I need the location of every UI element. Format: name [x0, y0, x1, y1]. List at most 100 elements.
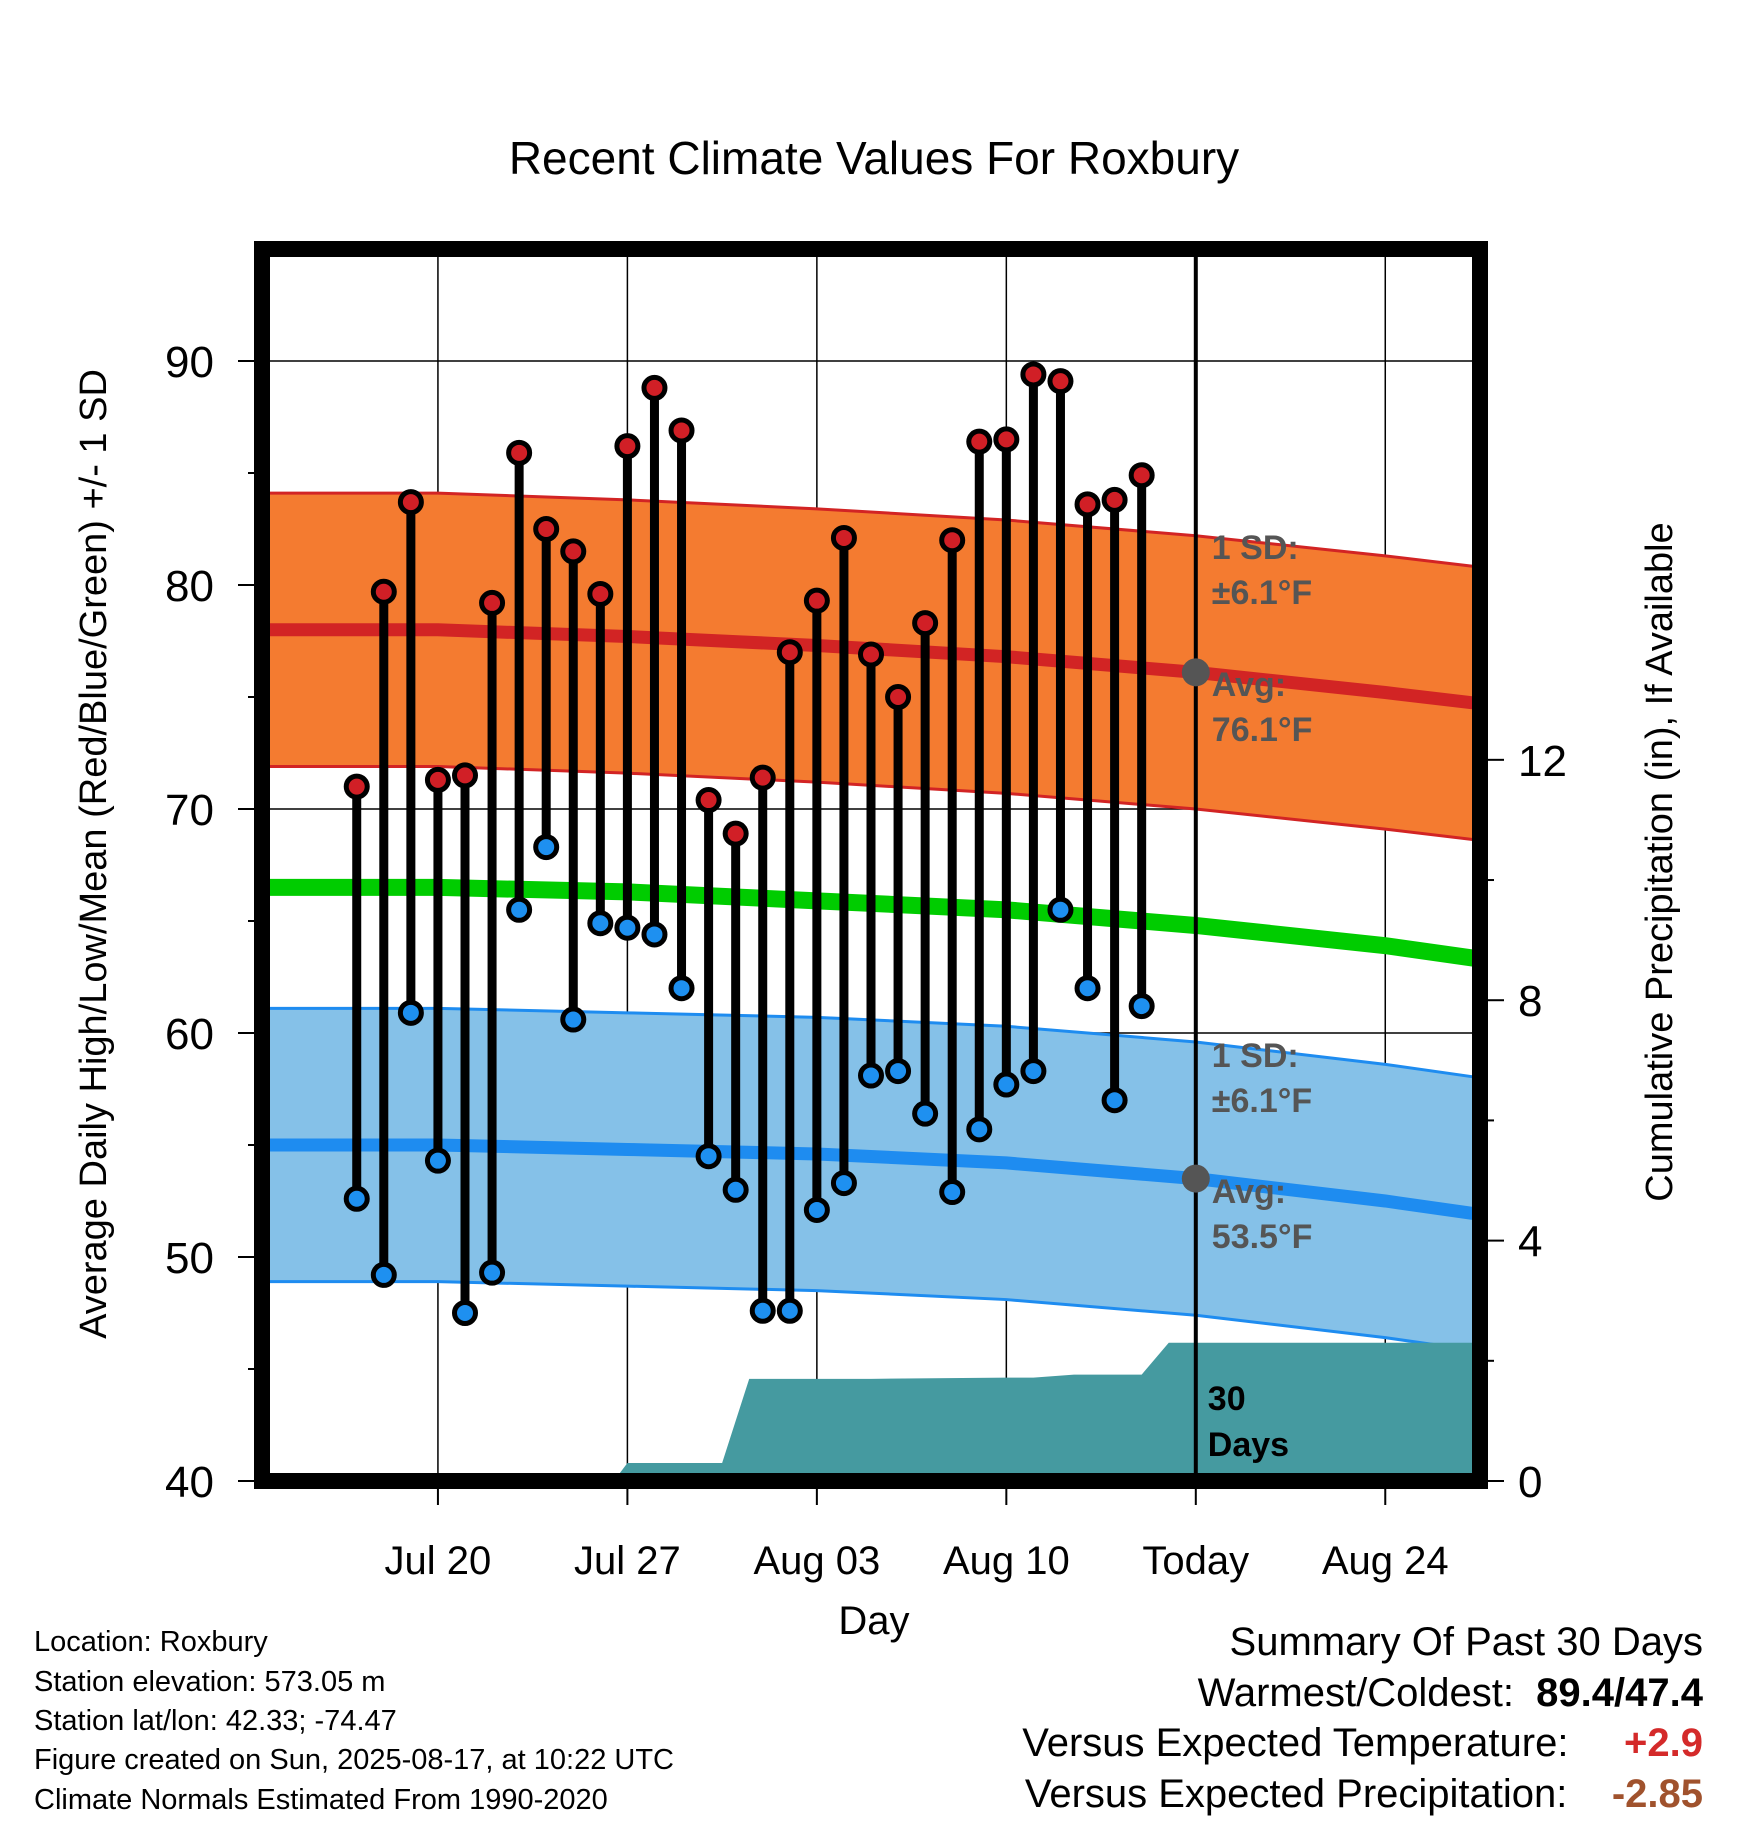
- daily-high-point: [776, 639, 803, 666]
- daily-low-point: [695, 1143, 722, 1170]
- summary-warm-cold-value: 89.4/47.4: [1536, 1671, 1703, 1715]
- daily-low-point: [776, 1297, 803, 1324]
- today-days-label: Days: [1208, 1426, 1289, 1464]
- daily-high-point: [560, 538, 587, 565]
- low-sd-label: 1 SD:: [1212, 1037, 1299, 1075]
- summary-precip-value: -2.85: [1611, 1772, 1703, 1816]
- daily-high-point: [587, 580, 614, 607]
- avg-high-line: [262, 623, 1481, 711]
- daily-high-point: [695, 787, 722, 814]
- daily-high-point: [533, 516, 560, 542]
- y2-tick-label: 8: [1518, 977, 1542, 1026]
- daily-low-point: [1128, 993, 1155, 1020]
- daily-low-point: [722, 1176, 749, 1203]
- daily-low-point: [452, 1300, 478, 1326]
- daily-high-point: [939, 527, 966, 554]
- daily-low-point: [830, 1170, 857, 1197]
- y-tick-label: 80: [165, 562, 214, 611]
- info-normals: Climate Normals Estimated From 1990-2020: [34, 1784, 608, 1816]
- low-sd-band: [262, 1008, 1480, 1352]
- daily-high-point: [397, 489, 424, 516]
- low-sd-band-lower-edge: [262, 1280, 1481, 1353]
- info-created: Figure created on Sun, 2025-08-17, at 10…: [34, 1744, 674, 1776]
- y2-tick-label: 12: [1518, 737, 1567, 786]
- daily-low-point: [587, 910, 614, 937]
- daily-low-point: [1074, 975, 1101, 1002]
- daily-low-point: [749, 1297, 776, 1324]
- x-tick-label: Jul 27: [574, 1539, 681, 1583]
- daily-high-point: [1047, 368, 1074, 395]
- info-latlon: Station lat/lon: 42.33; -74.47: [34, 1705, 397, 1737]
- daily-low-point: [993, 1071, 1020, 1098]
- daily-low-point: [966, 1116, 993, 1143]
- summary-temp-label: Versus Expected Temperature:: [1022, 1721, 1569, 1765]
- summary-precip: Versus Expected Precipitation: -2.85: [1025, 1772, 1703, 1817]
- x-tick-label: Aug 03: [753, 1539, 880, 1583]
- daily-high-point: [830, 524, 857, 551]
- daily-high-point: [885, 684, 912, 710]
- info-elevation: Station elevation: 573.05 m: [34, 1666, 386, 1698]
- info-location: Location: Roxbury: [34, 1626, 268, 1658]
- daily-low-point: [1047, 896, 1074, 923]
- daily-low-point: [912, 1100, 939, 1127]
- daily-high-point: [966, 428, 993, 455]
- precip-area: [262, 1342, 1480, 1481]
- high-avg-value: 76.1°F: [1212, 711, 1313, 749]
- x-tick-label: Today: [1142, 1539, 1249, 1583]
- daily-low-point: [1101, 1087, 1128, 1114]
- low-sd-band-upper-edge: [262, 1006, 1481, 1080]
- daily-low-point: [939, 1179, 966, 1206]
- summary-temp: Versus Expected Temperature: +2.9: [1022, 1721, 1703, 1766]
- daily-high-point: [722, 820, 749, 847]
- daily-high-point: [858, 641, 884, 668]
- daily-high-point: [993, 426, 1020, 453]
- y-tick-label: 90: [165, 338, 214, 387]
- daily-high-point: [912, 610, 939, 637]
- daily-high-point: [641, 374, 668, 401]
- plot-frame: [254, 241, 1488, 1489]
- chart-title: Recent Climate Values For Roxbury: [509, 132, 1239, 184]
- high-avg-label: Avg:: [1212, 666, 1286, 704]
- daily-low-point: [343, 1185, 370, 1212]
- daily-low-point: [370, 1261, 397, 1288]
- y-tick-label: 70: [165, 786, 214, 835]
- daily-high-point: [370, 578, 397, 605]
- daily-high-point: [1020, 361, 1047, 388]
- daily-low-point: [803, 1196, 830, 1223]
- daily-high-point: [803, 587, 830, 614]
- avg-low-line: [262, 1138, 1481, 1221]
- summary-warm-cold: Warmest/Coldest: 89.4/47.4: [1198, 1671, 1703, 1716]
- y-axis-label-left: Average Daily High/Low/Mean (Red/Blue/Gr…: [73, 369, 115, 1339]
- daily-high-point: [749, 764, 776, 791]
- high-sd-band-upper-edge: [262, 491, 1481, 569]
- daily-low-point: [479, 1259, 506, 1286]
- high-sd-label: 1 SD:: [1212, 529, 1299, 567]
- today-avg-low-marker: [1181, 1164, 1210, 1193]
- daily-high-point: [479, 589, 506, 616]
- x-axis-label: Day: [838, 1599, 909, 1643]
- today-avg-high-marker: [1181, 658, 1210, 687]
- y-tick-label: 60: [165, 1010, 214, 1059]
- daily-high-point: [1128, 462, 1155, 489]
- daily-high-point: [424, 766, 451, 793]
- daily-low-point: [397, 999, 424, 1026]
- daily-low-point: [641, 921, 668, 948]
- x-tick-label: Aug 24: [1322, 1539, 1449, 1583]
- daily-high-point: [1074, 491, 1101, 518]
- low-avg-label: Avg:: [1212, 1173, 1286, 1211]
- daily-low-point: [885, 1058, 912, 1085]
- daily-low-point: [1020, 1058, 1047, 1085]
- summary-precip-label: Versus Expected Precipitation:: [1024, 1772, 1568, 1816]
- high-sd-value: ±6.1°F: [1212, 574, 1312, 612]
- low-sd-value: ±6.1°F: [1212, 1082, 1312, 1120]
- daily-high-point: [343, 773, 370, 800]
- daily-high-point: [452, 762, 478, 789]
- daily-low-point: [533, 834, 560, 861]
- daily-low-point: [560, 1006, 587, 1033]
- low-avg-value: 53.5°F: [1212, 1218, 1313, 1256]
- daily-high-point: [614, 433, 641, 460]
- daily-low-point: [668, 975, 695, 1002]
- summary-warm-cold-label: Warmest/Coldest:: [1197, 1671, 1514, 1715]
- y2-tick-label: 0: [1518, 1458, 1542, 1507]
